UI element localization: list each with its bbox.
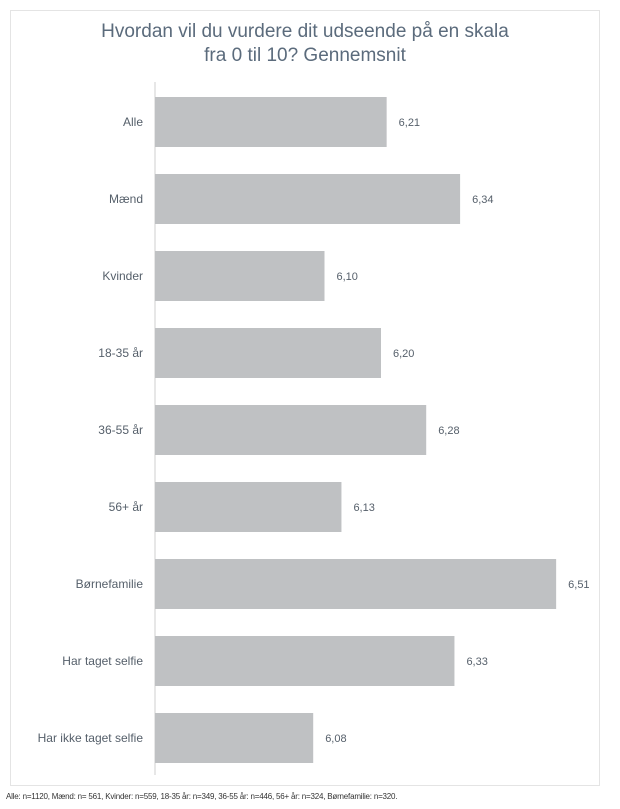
- bar-chart: Alle 6,21 Mænd 6,34 Kvinder 6,10 18-35 år 6,20 3…: [38, 82, 590, 775]
- category-label-1: Mænd: [109, 192, 143, 206]
- value-label-5: 6,13: [353, 502, 374, 514]
- category-label-0: Alle: [123, 115, 143, 129]
- category-label-6: Børnefamilie: [76, 577, 144, 591]
- category-label-7: Har taget selfie: [62, 654, 143, 668]
- value-label-2: 6,10: [337, 271, 358, 283]
- footnote: Alle: n=1120, Mænd: n= 561, Kvinder: n=5…: [6, 792, 398, 801]
- chart-frame: [10, 10, 600, 786]
- category-label-4: 36-55 år: [98, 423, 143, 437]
- bar-5: [155, 482, 342, 532]
- value-label-3: 6,20: [393, 348, 414, 360]
- chart-title: Hvordan vil du vurdere dit udseende på e…: [10, 20, 600, 68]
- value-label-1: 6,34: [472, 194, 493, 206]
- category-label-3: 18-35 år: [98, 346, 143, 360]
- value-label-4: 6,28: [438, 425, 459, 437]
- bar-0: [155, 97, 387, 147]
- category-label-5: 56+ år: [109, 500, 143, 514]
- bar-7: [155, 636, 455, 686]
- bar-8: [155, 713, 314, 763]
- value-label-7: 6,33: [466, 656, 487, 668]
- bar-6: [155, 559, 557, 609]
- value-label-0: 6,21: [399, 117, 420, 129]
- bar-4: [155, 405, 427, 455]
- bar-3: [155, 328, 381, 378]
- value-label-8: 6,08: [325, 733, 346, 745]
- chart-title-line-1: Hvordan vil du vurdere dit udseende på e…: [101, 21, 509, 42]
- category-label-8: Har ikke taget selfie: [38, 731, 144, 745]
- chart-title-line-2: fra 0 til 10? Gennemsnit: [204, 45, 406, 66]
- bar-2: [155, 251, 325, 301]
- value-label-6: 6,51: [568, 579, 589, 591]
- bar-1: [155, 174, 461, 224]
- category-label-2: Kvinder: [102, 269, 143, 283]
